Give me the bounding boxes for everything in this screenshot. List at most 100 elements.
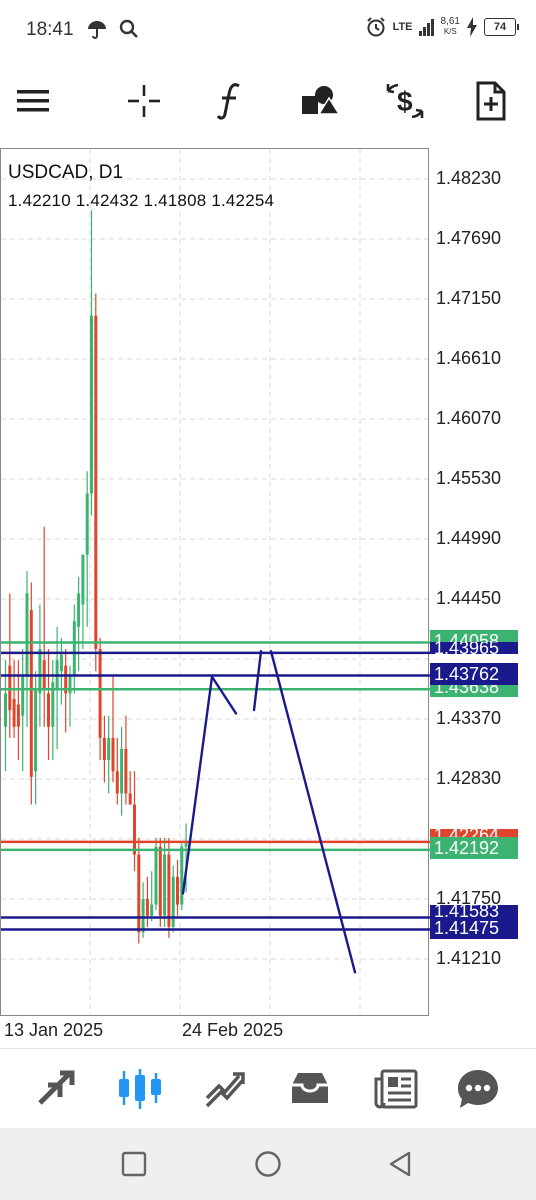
candle-body: [145, 899, 149, 916]
candle-body: [111, 737, 115, 772]
chart-icon: [119, 1069, 161, 1109]
candle-body: [38, 649, 42, 694]
signal-icon: [418, 19, 434, 36]
price-badge-navy: 1.43762: [430, 663, 518, 685]
candle-body: [34, 687, 38, 772]
candle-body: [158, 846, 162, 916]
battery-indicator: 74: [484, 18, 519, 36]
home-icon: [255, 1151, 281, 1177]
nav-news[interactable]: [368, 1063, 424, 1115]
umbrella-icon: [88, 21, 106, 39]
quotes-icon: [38, 1070, 75, 1105]
objects-icon: [302, 86, 339, 115]
candle-body: [72, 621, 76, 677]
chart-area[interactable]: USDCAD, D1 1.42210 1.42432 1.41808 1.422…: [0, 148, 536, 1048]
objects-button[interactable]: [294, 76, 344, 126]
price-tick: 1.46610: [436, 348, 502, 368]
search-icon: [120, 19, 139, 38]
candle-body: [124, 749, 128, 794]
crosshair-button[interactable]: [119, 76, 169, 126]
candle-body: [64, 665, 68, 694]
price-tick: 1.47150: [436, 288, 502, 308]
date-label: 24 Feb 2025: [182, 1020, 284, 1040]
candle-body: [163, 854, 167, 916]
symbols-button[interactable]: $: [380, 76, 430, 126]
nav-quotes[interactable]: [28, 1063, 84, 1115]
candle-body: [77, 593, 81, 627]
candle-body: [12, 699, 16, 727]
price-chart[interactable]: [0, 148, 536, 1048]
symbols-icon: $: [386, 83, 424, 119]
candle-body: [154, 846, 158, 905]
alarm-icon: [366, 17, 385, 37]
candle-body: [47, 693, 50, 727]
candle-body: [176, 876, 179, 905]
recents-icon: [121, 1151, 147, 1177]
candle-body: [4, 693, 7, 727]
plot-frame[interactable]: [0, 148, 429, 1016]
menu-button[interactable]: [8, 76, 58, 126]
price-tick: 1.44450: [436, 588, 502, 608]
price-badge-navy: 1.43965: [430, 642, 518, 654]
new-order-button[interactable]: [466, 76, 516, 126]
candle-body: [141, 899, 145, 933]
indicators-button[interactable]: [205, 76, 255, 126]
back-button[interactable]: [380, 1146, 420, 1182]
chart-ohlc: 1.42210 1.42432 1.41808 1.42254: [8, 191, 275, 210]
projection-line: [269, 650, 357, 974]
price-tick: 1.46070: [436, 408, 502, 428]
candle-body: [180, 846, 184, 905]
candle-body: [133, 804, 136, 855]
menu-icon: [17, 90, 49, 112]
price-tick: 1.42830: [436, 768, 502, 788]
candle-body: [171, 876, 175, 927]
bottom-nav: [0, 1048, 536, 1129]
recents-button[interactable]: [114, 1146, 154, 1182]
nav-history[interactable]: [282, 1063, 338, 1115]
price-tick: 1.41210: [436, 948, 502, 968]
trade-icon: [205, 1072, 245, 1108]
news-icon: [374, 1069, 418, 1109]
nav-trade[interactable]: [198, 1063, 254, 1115]
candle-body: [167, 854, 171, 927]
status-bar: 18:41 LTE 8,61 K/S 74: [0, 0, 536, 62]
date-label: 13 Jan 2025: [4, 1020, 104, 1040]
price-badge-green: 1.42192: [430, 837, 518, 859]
candle-body: [59, 654, 63, 672]
projection-line: [252, 650, 263, 712]
messages-icon: [458, 1070, 498, 1108]
candle-body: [21, 676, 25, 716]
price-tick: 1.41750: [436, 888, 502, 908]
candle-body: [107, 737, 111, 761]
home-button[interactable]: [248, 1146, 288, 1182]
projection-line: [210, 675, 238, 715]
candle-body: [102, 737, 106, 761]
candle-body: [128, 793, 132, 805]
price-tick: 1.48230: [436, 168, 502, 188]
status-time: 18:41: [26, 19, 74, 40]
candle-body: [29, 610, 33, 777]
candle-body: [115, 771, 119, 794]
candle-body: [98, 649, 102, 738]
price-badge-navy: 1.41475: [430, 917, 518, 939]
candle-body: [16, 704, 20, 727]
back-icon: [389, 1151, 411, 1177]
nav-chart[interactable]: [112, 1063, 168, 1115]
projection-line: [181, 675, 214, 895]
candle-body: [68, 676, 72, 694]
new-order-icon: [476, 81, 506, 121]
candle-body: [120, 749, 124, 794]
nav-messages[interactable]: [450, 1063, 506, 1115]
charging-icon: [467, 17, 477, 37]
candle-body: [94, 315, 98, 649]
network-type: LTE: [392, 21, 413, 33]
candle-body: [150, 904, 154, 916]
candle-body: [81, 554, 85, 605]
net-speed-value: 8,61: [440, 16, 460, 27]
history-icon: [292, 1073, 328, 1103]
chart-symbol: USDCAD, D1: [8, 162, 124, 183]
svg-text:$: $: [397, 86, 413, 117]
candle-body: [42, 660, 46, 688]
candle-body: [51, 682, 55, 727]
chart-toolbar: $: [0, 62, 536, 140]
